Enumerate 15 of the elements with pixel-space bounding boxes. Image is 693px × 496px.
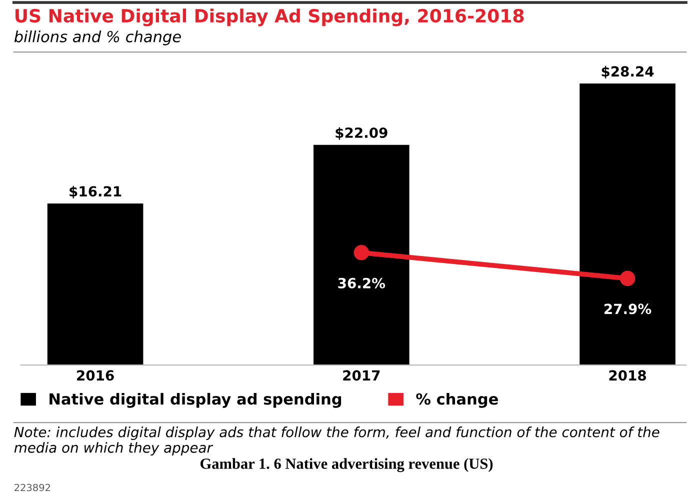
x-tick-label: 2016 — [77, 370, 114, 381]
x-tick-label: 2017 — [343, 370, 380, 381]
data-label: 36.2% — [338, 278, 386, 288]
legend-label: % change — [416, 392, 498, 408]
text: 223892 — [14, 484, 50, 492]
x-tick-label: 2018 — [609, 370, 646, 381]
data-label: 27.9% — [604, 304, 652, 314]
text: Gambar 1. 6 Native advertising revenue (US) — [200, 458, 493, 472]
chart-subtitle: billions and % change — [14, 30, 181, 46]
data-label: $16.21 — [70, 186, 122, 198]
text: Note: includes digital display ads that follow the form, feel and function of the content of the media on which they appear — [14, 426, 660, 456]
data-label: $22.09 — [336, 127, 388, 140]
data-label: $28.24 — [602, 66, 654, 79]
legend-label: Native digital display ad spending — [50, 392, 342, 408]
chart-title: US Native Digital Display Ad Spending, 2016-2018 — [16, 8, 524, 26]
